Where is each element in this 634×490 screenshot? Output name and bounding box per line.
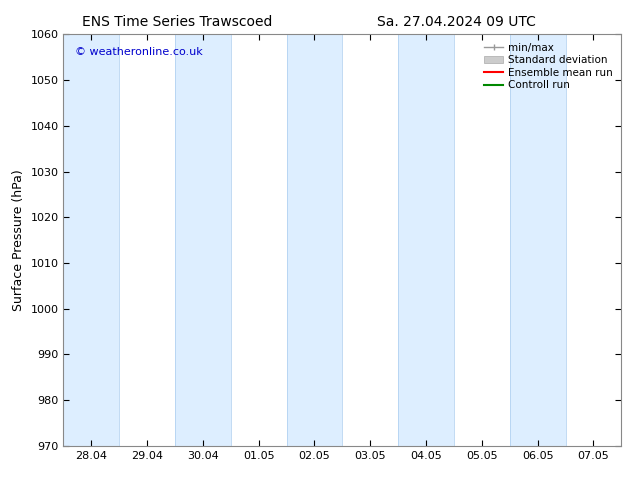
Legend: min/max, Standard deviation, Ensemble mean run, Controll run: min/max, Standard deviation, Ensemble me… [481,40,616,94]
Bar [63,34,119,446]
Text: Sa. 27.04.2024 09 UTC: Sa. 27.04.2024 09 UTC [377,15,536,29]
Bar [398,34,454,446]
Bar [287,34,342,446]
Text: © weatheronline.co.uk: © weatheronline.co.uk [75,47,202,57]
Bar [510,34,566,446]
Bar [175,34,231,446]
Text: ENS Time Series Trawscoed: ENS Time Series Trawscoed [82,15,273,29]
Y-axis label: Surface Pressure (hPa): Surface Pressure (hPa) [12,169,25,311]
